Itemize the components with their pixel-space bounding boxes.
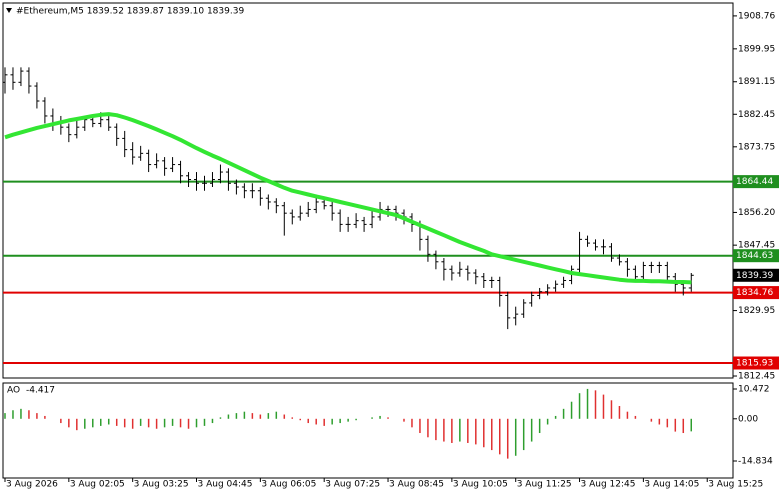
y-tick-label: 1891.15 [738,77,775,87]
y-tick-label: 1856.20 [738,208,775,218]
x-tick-label: 3 Aug 10:05 [453,480,508,489]
level-label-box [733,249,779,263]
last-price-box [733,268,779,282]
x-tick-label: 3 Aug 06:05 [261,480,316,489]
y-tick-label: 1812.45 [738,372,775,382]
x-tick-label: 3 Aug 14:05 [644,480,699,489]
level-label: 1844.63 [736,251,773,261]
main-pane [2,2,734,379]
level-label-box [733,286,779,300]
ao-y-tick-label: 0.00 [738,414,758,424]
x-tick-label: 3 Aug 15:25 [708,480,763,489]
x-tick-label: 3 Aug 12:45 [581,480,636,489]
x-tick-label: 3 Aug 02:05 [70,480,125,489]
level-label: 1815.93 [736,359,773,369]
y-tick-label: 1847.45 [738,241,775,251]
y-tick-label: 1873.75 [738,142,775,152]
x-tick-label: 3 Aug 11:25 [517,480,572,489]
y-tick-label: 1899.95 [738,44,775,54]
level-label: 1834.76 [736,288,773,298]
x-tick-label: 3 Aug 07:25 [325,480,380,489]
indicator-pane [2,382,734,479]
x-tick-label: 3 Aug 2026 [6,480,58,489]
ao-y-tick-label: -14.834 [738,456,773,466]
level-label-box [733,175,779,189]
moving-average [4,112,692,285]
level-label: 1864.44 [736,177,773,187]
symbol-icon [6,8,12,13]
y-tick-label: 1882.45 [738,110,775,120]
x-tick-label: 3 Aug 08:45 [389,480,444,489]
y-tick-label: 1829.95 [738,306,775,316]
indicator-name: AO [7,386,20,396]
last-price-label: 1839.39 [736,271,773,281]
x-tick-label: 3 Aug 03:25 [134,480,189,489]
y-tick-label: 1908.76 [738,11,775,21]
chart-title: #Ethereum,M5 1839.52 1839.87 1839.10 183… [16,7,244,17]
level-label-box [733,356,779,370]
indicator-value: -4.417 [26,386,55,396]
ao-y-tick-label: 10.472 [738,384,770,394]
x-tick-label: 3 Aug 04:45 [198,480,253,489]
